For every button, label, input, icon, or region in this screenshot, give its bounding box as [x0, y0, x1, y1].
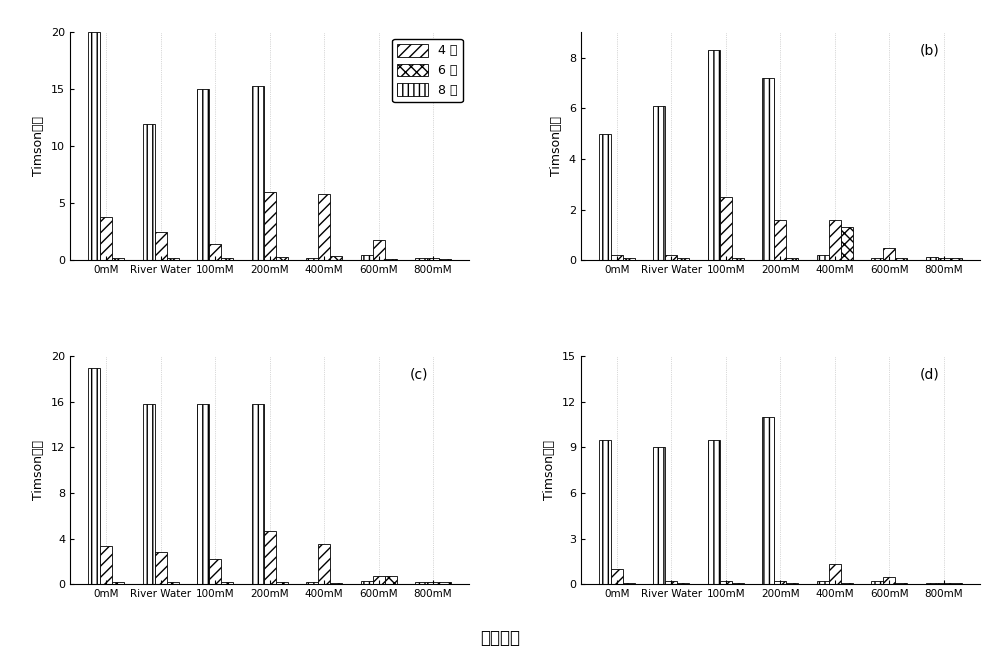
- Bar: [385, 576, 397, 584]
- Bar: [786, 258, 798, 260]
- Legend: 4 天, 6 天, 8 天: 4 天, 6 天, 8 天: [392, 39, 463, 102]
- Bar: [653, 447, 665, 584]
- Bar: [950, 258, 962, 260]
- Bar: [774, 581, 786, 584]
- Bar: [306, 582, 318, 584]
- Bar: [817, 255, 829, 260]
- Bar: [762, 78, 774, 260]
- Bar: [306, 258, 318, 260]
- Bar: [209, 559, 221, 584]
- Bar: [786, 583, 798, 584]
- Text: 盐分含量: 盐分含量: [480, 628, 520, 646]
- Bar: [829, 565, 841, 584]
- Bar: [665, 581, 677, 584]
- Bar: [330, 583, 342, 584]
- Bar: [197, 90, 209, 260]
- Bar: [385, 259, 397, 260]
- Text: (d): (d): [920, 367, 940, 382]
- Bar: [829, 220, 841, 260]
- Bar: [361, 581, 373, 584]
- Bar: [895, 258, 907, 260]
- Bar: [143, 404, 155, 584]
- Bar: [361, 254, 373, 260]
- Bar: [264, 530, 276, 584]
- Bar: [415, 258, 427, 260]
- Bar: [209, 245, 221, 260]
- Bar: [112, 258, 124, 260]
- Bar: [197, 404, 209, 584]
- Bar: [938, 258, 950, 260]
- Bar: [665, 255, 677, 260]
- Y-axis label: Timson指数: Timson指数: [32, 116, 45, 177]
- Bar: [100, 217, 112, 260]
- Bar: [100, 546, 112, 584]
- Bar: [276, 582, 288, 584]
- Bar: [599, 134, 611, 260]
- Bar: [623, 583, 635, 584]
- Bar: [732, 583, 744, 584]
- Bar: [221, 258, 233, 260]
- Bar: [817, 581, 829, 584]
- Bar: [841, 583, 853, 584]
- Bar: [373, 576, 385, 584]
- Y-axis label: Timson指数: Timson指数: [32, 440, 45, 500]
- Bar: [871, 258, 883, 260]
- Bar: [938, 583, 950, 584]
- Bar: [167, 258, 179, 260]
- Bar: [143, 123, 155, 260]
- Bar: [720, 581, 732, 584]
- Y-axis label: Timson指数: Timson指数: [543, 440, 556, 500]
- Bar: [439, 259, 451, 260]
- Bar: [883, 248, 895, 260]
- Text: (c): (c): [409, 367, 428, 382]
- Bar: [155, 552, 167, 584]
- Bar: [221, 582, 233, 584]
- Bar: [415, 582, 427, 584]
- Bar: [112, 582, 124, 584]
- Bar: [883, 576, 895, 584]
- Bar: [677, 258, 689, 260]
- Bar: [611, 569, 623, 584]
- Bar: [895, 583, 907, 584]
- Bar: [950, 583, 962, 584]
- Bar: [611, 255, 623, 260]
- Bar: [373, 240, 385, 260]
- Bar: [276, 257, 288, 260]
- Bar: [708, 50, 720, 260]
- Bar: [708, 440, 720, 584]
- Bar: [774, 220, 786, 260]
- Bar: [926, 256, 938, 260]
- Bar: [264, 192, 276, 260]
- Bar: [439, 582, 451, 584]
- Bar: [599, 440, 611, 584]
- Bar: [252, 404, 264, 584]
- Bar: [318, 545, 330, 584]
- Bar: [318, 194, 330, 260]
- Bar: [623, 258, 635, 260]
- Bar: [653, 106, 665, 260]
- Bar: [871, 581, 883, 584]
- Bar: [926, 583, 938, 584]
- Bar: [167, 582, 179, 584]
- Bar: [330, 256, 342, 260]
- Bar: [88, 367, 100, 584]
- Bar: [762, 417, 774, 584]
- Bar: [841, 228, 853, 260]
- Bar: [427, 258, 439, 260]
- Bar: [88, 32, 100, 260]
- Bar: [732, 258, 744, 260]
- Bar: [155, 232, 167, 260]
- Y-axis label: Timson指数: Timson指数: [550, 116, 563, 177]
- Bar: [677, 583, 689, 584]
- Bar: [720, 197, 732, 260]
- Bar: [252, 86, 264, 260]
- Bar: [427, 582, 439, 584]
- Text: (b): (b): [920, 44, 940, 58]
